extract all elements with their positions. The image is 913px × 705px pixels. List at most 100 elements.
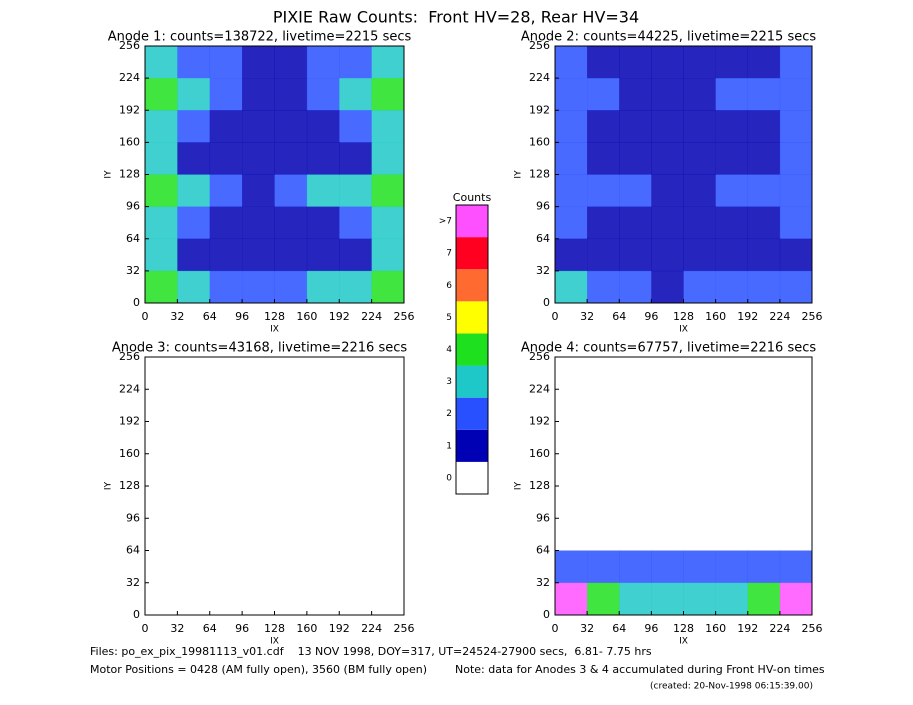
heatmap-cell	[619, 550, 652, 584]
heatmap-cell	[339, 357, 372, 390]
heatmap-cell	[145, 518, 178, 551]
colorbar-label: 2	[446, 409, 452, 419]
y-axis-label: IY	[104, 481, 114, 490]
x-tick-label: 192	[737, 310, 758, 323]
y-tick-label: 128	[529, 479, 550, 492]
heatmap-cell	[683, 142, 716, 175]
colorbar-box	[456, 333, 488, 366]
heatmap-cell	[371, 142, 405, 175]
x-tick-label: 128	[264, 310, 285, 323]
x-tick-label: 224	[769, 310, 790, 323]
heatmap-cell	[587, 206, 620, 240]
colorbar-box	[456, 365, 488, 398]
colorbar-label: 6	[446, 281, 452, 291]
y-tick-label: 0	[543, 608, 550, 621]
heatmap-cell	[715, 206, 749, 240]
heatmap-cell	[555, 270, 588, 304]
y-tick-label: 160	[119, 447, 140, 460]
heatmap-cell	[306, 582, 340, 616]
plot-title: Anode 4: counts=67757, livetime=2216 sec…	[521, 341, 817, 356]
main-title: PIXIE Raw Counts: Front HV=28, Rear HV=3…	[273, 8, 639, 27]
colorbar-box	[456, 205, 488, 238]
heatmap-cell	[242, 453, 275, 487]
heatmap-cell	[242, 518, 275, 551]
heatmap-cell	[274, 389, 308, 422]
y-tick-label: 192	[529, 103, 550, 116]
footer-files: Files: po_ex_pix_19981113_v01.cdf 13 NOV…	[90, 645, 652, 658]
heatmap-cell	[209, 142, 243, 175]
heatmap-cell	[209, 46, 243, 79]
x-tick-label: 128	[673, 310, 694, 323]
heatmap-cell	[274, 174, 308, 207]
heatmap-cell	[371, 582, 405, 616]
heatmap-cell	[619, 110, 652, 143]
heatmap-cell	[747, 453, 781, 487]
heatmap-cell	[651, 78, 684, 111]
heatmap-cell	[587, 582, 620, 616]
heatmap-cell	[587, 270, 620, 304]
heatmap-cell	[651, 238, 684, 272]
heatmap-cell	[779, 78, 813, 111]
heatmap-cell	[683, 550, 716, 584]
y-tick-label: 256	[529, 350, 550, 363]
heatmap-cell	[715, 174, 749, 207]
heatmap-cell	[371, 78, 405, 111]
colorbar-title: Counts	[453, 191, 492, 204]
heatmap-cell	[371, 270, 405, 304]
heatmap-cell	[209, 453, 243, 487]
heatmap-cell	[177, 421, 211, 455]
heatmap-cell	[177, 110, 211, 143]
plot-title: Anode 2: counts=44225, livetime=2215 sec…	[521, 30, 817, 45]
heatmap-cell	[339, 174, 372, 207]
y-tick-label: 160	[529, 447, 550, 460]
heatmap-cell	[274, 142, 308, 175]
heatmap-cell	[339, 518, 372, 551]
heatmap-cell	[371, 357, 405, 390]
y-tick-label: 32	[126, 576, 140, 589]
x-tick-label: 32	[580, 622, 594, 635]
x-tick-label: 256	[394, 310, 415, 323]
x-tick-label: 224	[361, 310, 382, 323]
heatmap-cell	[779, 453, 813, 487]
y-tick-label: 64	[536, 232, 550, 245]
heatmap-cell	[145, 206, 178, 240]
heatmap-cell	[306, 174, 340, 207]
heatmap-cell	[715, 238, 749, 272]
heatmap-cell	[306, 270, 340, 304]
heatmap-cell	[619, 174, 652, 207]
x-tick-label: 64	[203, 310, 217, 323]
heatmap-cell	[145, 486, 178, 519]
x-tick-label: 256	[802, 622, 823, 635]
heatmap-cell	[587, 421, 620, 455]
heatmap-cell	[177, 142, 211, 175]
y-tick-label: 192	[119, 415, 140, 428]
heatmap-cell	[145, 142, 178, 175]
y-tick-label: 192	[119, 103, 140, 116]
heatmap-cell	[177, 270, 211, 304]
heatmap-cell	[683, 389, 716, 422]
heatmap-cell	[619, 357, 652, 390]
heatmap-cell	[683, 270, 716, 304]
heatmap-cell	[177, 453, 211, 487]
heatmap-cell	[683, 78, 716, 111]
heatmap-cell	[274, 550, 308, 584]
heatmap-cell	[651, 110, 684, 143]
heatmap-cell	[306, 110, 340, 143]
heatmap-cell	[587, 110, 620, 143]
heatmap-cell	[339, 453, 372, 487]
y-tick-label: 256	[529, 39, 550, 52]
heatmap-cell	[209, 78, 243, 111]
heatmap-cell	[242, 46, 275, 79]
heatmap-cell	[747, 174, 781, 207]
heatmap-cell	[145, 78, 178, 111]
heatmap-cell	[683, 357, 716, 390]
x-tick-label: 32	[580, 310, 594, 323]
colorbar-label: 7	[446, 249, 452, 259]
heatmap-cell	[209, 389, 243, 422]
heatmap-cell	[555, 174, 588, 207]
heatmap-cell	[619, 270, 652, 304]
heatmap-cell	[651, 453, 684, 487]
y-tick-label: 96	[126, 200, 140, 213]
x-tick-label: 160	[705, 310, 726, 323]
